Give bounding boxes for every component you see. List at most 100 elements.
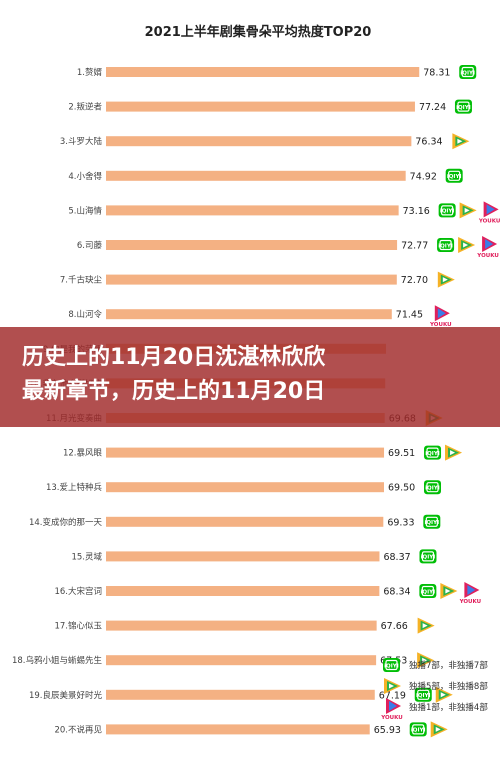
tencent-logo-icon: [459, 202, 477, 219]
svg-text:iQIYI: iQIYI: [460, 70, 475, 76]
category-label: 12.暴风眼: [63, 449, 103, 459]
svg-text:iQIYI: iQIYI: [447, 174, 462, 180]
youku-logo-icon: YOUKU: [459, 582, 482, 605]
svg-text:iQIYI: iQIYI: [421, 589, 436, 595]
tencent-logo-icon: [437, 271, 455, 288]
iqiyi-logo-icon: iQIYI: [424, 480, 441, 495]
value-label: 67.66: [381, 621, 408, 632]
youku-logo-icon: YOUKU: [478, 201, 500, 224]
svg-text:YOUKU: YOUKU: [476, 253, 499, 259]
iqiyi-logo-icon: iQIYI: [459, 65, 477, 79]
category-label: 13.爱上特种兵: [46, 482, 103, 493]
category-label: 6.司藤: [77, 240, 103, 251]
iqiyi-logo-icon: iQIYI: [454, 99, 472, 114]
iqiyi-logo-icon: iQIYI: [437, 238, 455, 252]
overlay-line-1: 历史上的11月20日沈湛林欣欣: [22, 345, 326, 370]
svg-text:iQIYI: iQIYI: [411, 728, 426, 734]
svg-text:YOUKU: YOUKU: [459, 599, 482, 605]
category-label: 3.斗罗大陆: [60, 136, 103, 147]
svg-text:iQIYI: iQIYI: [416, 693, 431, 699]
legend-entry: 独播5部，非独播8部: [409, 681, 488, 692]
bar: [106, 655, 377, 666]
bar: [106, 101, 415, 112]
iqiyi-logo-icon: iQIYI: [419, 549, 437, 564]
svg-text:iQIYI: iQIYI: [424, 520, 439, 526]
category-label: 18.乌鸦小姐与蜥蜴先生: [12, 655, 103, 666]
bar: [106, 586, 380, 596]
category-label: 19.良辰美景好时光: [29, 690, 103, 701]
bar: [106, 240, 398, 250]
tencent-logo-icon: [417, 652, 435, 669]
category-label: 15.灵域: [71, 551, 102, 562]
bar: [106, 551, 380, 562]
value-label: 77.24: [419, 102, 446, 113]
bar: [106, 274, 397, 285]
value-label: 68.34: [383, 587, 410, 598]
svg-text:iQIYI: iQIYI: [421, 555, 436, 561]
legend-entry: 独播1部，非独播4部: [409, 702, 488, 713]
category-label: 16.大宋宫词: [54, 586, 102, 597]
bar: [106, 205, 399, 216]
youku-legend-icon: YOUKU: [380, 698, 403, 721]
tencent-logo-icon: [440, 583, 458, 599]
category-label: 8.山河令: [68, 309, 102, 320]
svg-text:iQIYI: iQIYI: [438, 243, 453, 249]
youku-logo-icon: YOUKU: [429, 305, 452, 328]
value-label: 78.31: [423, 68, 450, 79]
bar: [106, 689, 375, 700]
youku-logo-icon: YOUKU: [476, 236, 499, 259]
tencent-logo-icon: [458, 237, 476, 253]
tencent-logo-icon: [452, 133, 470, 150]
overlay-line-2: 最新章节，历史上的11月20日: [22, 379, 326, 404]
bar: [106, 724, 370, 735]
value-label: 65.93: [374, 725, 401, 736]
overlay-banner: 历史上的11月20日沈湛林欣欣 最新章节，历史上的11月20日: [0, 327, 500, 427]
svg-text:YOUKU: YOUKU: [380, 715, 403, 721]
category-label: 2.叛逆者: [68, 102, 102, 113]
iqiyi-logo-icon: iQIYI: [445, 168, 463, 183]
value-label: 69.51: [388, 448, 415, 459]
svg-text:iQIYI: iQIYI: [456, 105, 471, 111]
category-label: 14.变成你的那一天: [29, 517, 103, 528]
iqiyi-logo-icon: iQIYI: [424, 445, 442, 460]
category-label: 20.不说再见: [54, 724, 102, 735]
tencent-logo-icon: [417, 617, 435, 634]
svg-text:YOUKU: YOUKU: [429, 322, 452, 328]
bar: [106, 67, 420, 77]
value-label: 73.16: [403, 206, 430, 217]
svg-text:YOUKU: YOUKU: [478, 218, 500, 224]
bar: [106, 447, 385, 458]
value-label: 76.34: [415, 137, 442, 148]
tencent-logo-icon: [430, 721, 448, 738]
tencent-logo-icon: [435, 686, 453, 703]
iqiyi-legend-icon: iQIYI: [383, 658, 400, 672]
bar: [106, 620, 377, 631]
category-label: 17.锦心似玉: [54, 621, 102, 632]
category-label: 1.赘婿: [77, 67, 103, 78]
value-label: 69.50: [388, 483, 415, 494]
svg-text:iQIYI: iQIYI: [384, 663, 399, 669]
tencent-legend-icon: [384, 678, 401, 694]
iqiyi-logo-icon: iQIYI: [419, 584, 437, 598]
value-label: 72.70: [401, 275, 428, 286]
tencent-logo-icon: [445, 444, 463, 461]
iqiyi-logo-icon: iQIYI: [423, 514, 441, 529]
svg-text:iQIYI: iQIYI: [425, 486, 440, 492]
bar: [106, 309, 392, 320]
chart-title: 2021上半年剧集骨朵平均热度TOP20: [145, 24, 372, 40]
value-label: 67.19: [379, 690, 406, 701]
value-label: 69.33: [387, 517, 414, 528]
svg-text:iQIYI: iQIYI: [425, 451, 440, 457]
value-label: 72.77: [401, 241, 428, 252]
category-label: 4.小舍得: [68, 171, 102, 182]
category-label: 5.山海情: [68, 205, 102, 216]
iqiyi-logo-icon: iQIYI: [409, 722, 427, 737]
value-label: 71.45: [396, 310, 423, 321]
category-label: 7.千古玦尘: [60, 275, 103, 286]
iqiyi-logo-icon: iQIYI: [438, 203, 456, 218]
value-label: 74.92: [410, 171, 437, 182]
bar: [106, 170, 406, 181]
iqiyi-logo-icon: iQIYI: [414, 687, 432, 702]
bar: [106, 482, 384, 493]
